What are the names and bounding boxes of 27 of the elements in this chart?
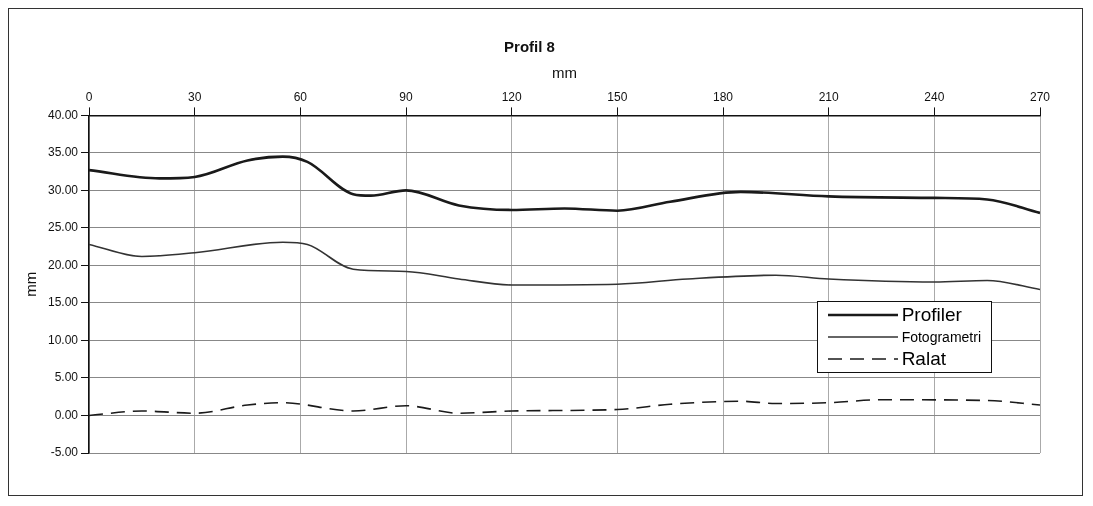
x-tick-label: 90 bbox=[399, 89, 414, 104]
y-tick-label: 35.00 bbox=[48, 145, 79, 160]
legend-label: Profiler bbox=[901, 304, 962, 326]
y-axis-title: mm bbox=[22, 271, 40, 297]
x-tick-label: 210 bbox=[818, 89, 840, 104]
legend-label: Fotogrametri bbox=[901, 329, 981, 345]
line-series bbox=[89, 241, 1040, 291]
chart-title: Profil 8 bbox=[504, 38, 555, 56]
y-tick-label: -5.00 bbox=[50, 445, 79, 460]
x-tick-label: 30 bbox=[188, 89, 202, 104]
y-tick-label: 25.00 bbox=[48, 220, 79, 235]
x-tick-label: 240 bbox=[924, 89, 945, 104]
x-axis-title: mm bbox=[552, 64, 578, 82]
y-tick-label: 40.00 bbox=[48, 107, 79, 122]
x-tick-label: 0 bbox=[85, 89, 93, 104]
y-tick-label: 15.00 bbox=[48, 295, 79, 310]
x-tick-label: 150 bbox=[607, 89, 628, 104]
y-tick-label: 20.00 bbox=[48, 257, 79, 272]
x-tick-label: 180 bbox=[712, 89, 734, 104]
y-tick-label: 10.00 bbox=[48, 332, 79, 347]
y-tick-label: 0.00 bbox=[54, 407, 79, 422]
legend-label: Ralat bbox=[901, 348, 946, 370]
y-tick-label: 5.00 bbox=[54, 370, 79, 385]
x-tick-label: 270 bbox=[1029, 89, 1051, 104]
y-tick-label: 30.00 bbox=[48, 182, 79, 197]
x-tick-label: 60 bbox=[293, 89, 308, 104]
x-tick-label: 120 bbox=[501, 89, 523, 104]
